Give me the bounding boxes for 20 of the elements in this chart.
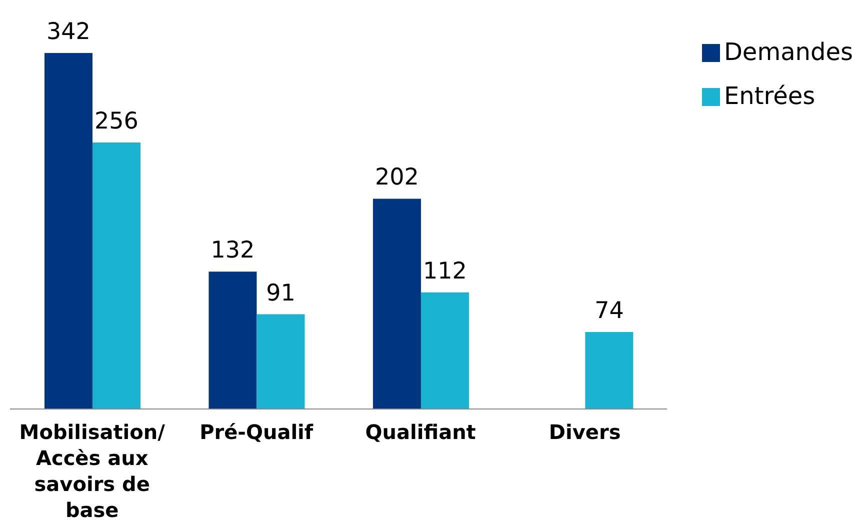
x-tick-label: Pré-Qualif <box>200 420 314 444</box>
bar <box>372 198 421 409</box>
data-label: 74 <box>594 298 624 324</box>
bar <box>44 53 92 409</box>
bar <box>92 142 140 409</box>
bar <box>256 314 305 409</box>
x-tick-label: Mobilisation/ Accès aux savoirs de base <box>19 420 166 522</box>
x-tick-label: Divers <box>548 420 621 444</box>
data-label: 91 <box>266 280 296 306</box>
data-label: 342 <box>46 19 90 45</box>
x-tick-label: Qualifiant <box>365 420 476 444</box>
data-label: 256 <box>94 108 138 135</box>
bar <box>420 292 469 409</box>
legend-label: Demandes <box>724 38 853 66</box>
bar <box>208 272 257 409</box>
data-label: 132 <box>210 238 255 264</box>
data-label: 202 <box>375 164 419 191</box>
legend-label: Entrées <box>724 82 816 110</box>
bar <box>585 332 634 409</box>
data-label: 112 <box>423 258 467 284</box>
